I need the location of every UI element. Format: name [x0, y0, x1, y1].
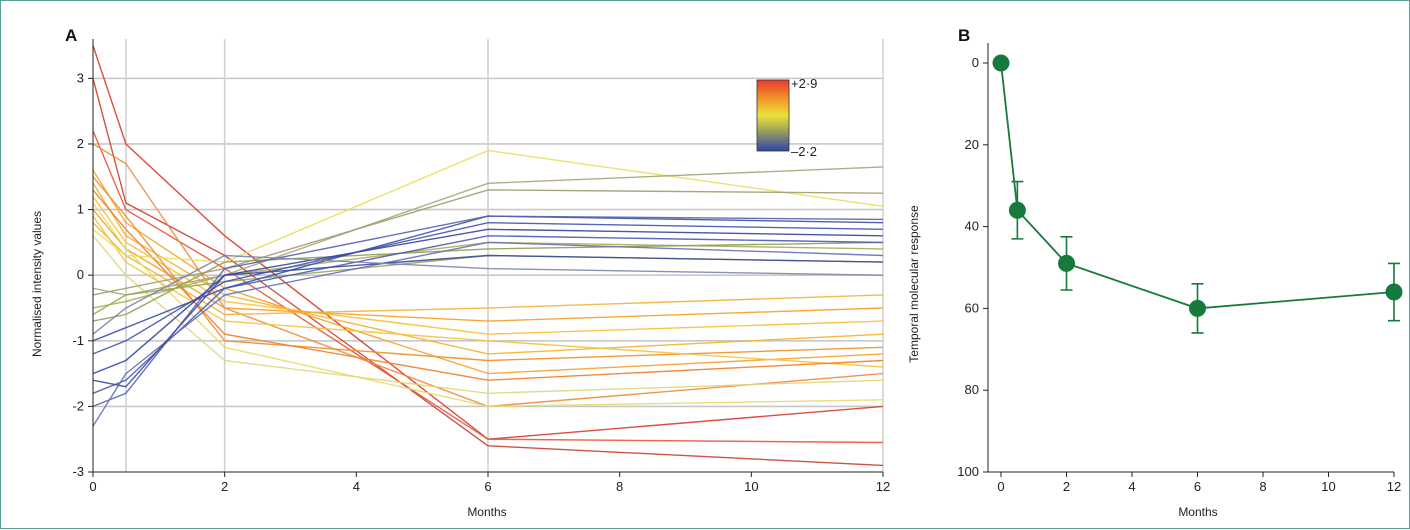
panel-a-series-line	[92, 202, 884, 408]
panel-a-series-line	[92, 254, 884, 388]
panel-a-x-tick-label: 8	[616, 479, 623, 494]
panel-a-y-tick-label: 2	[77, 136, 84, 151]
panel-b-y-tick-label: 40	[965, 219, 979, 234]
panel-b-data-point	[1058, 254, 1075, 272]
panel-b-x-tick-label: 0	[997, 479, 1004, 494]
panel-a-colorbar-max-label: +2·9	[791, 76, 817, 91]
panel-a-y-tick-label: -1	[72, 333, 84, 348]
panel-b-x-tick-label: 2	[1063, 479, 1070, 494]
panel-b-series-line	[1000, 62, 1395, 310]
panel-a-series-line	[92, 209, 884, 322]
panel-a-colorbar-min-label: –2·2	[791, 144, 817, 159]
panel-a-series-line	[92, 176, 884, 362]
panel-a-x-axis-label: Months	[467, 505, 506, 519]
panel-a-series-line	[92, 189, 884, 381]
panel-a-y-tick-label: 1	[77, 202, 84, 217]
panel-a-series-line	[92, 235, 884, 395]
panel-a-y-tick-label: 0	[77, 267, 84, 282]
panel-b-data-point	[992, 54, 1010, 72]
panel-a-series-line	[92, 215, 884, 408]
panel-a-y-tick-label: -2	[72, 398, 84, 413]
panel-a-x-tick-label: 2	[221, 479, 228, 494]
panel-a-letter: A	[65, 26, 77, 45]
panel-b-x-tick-label: 12	[1387, 479, 1401, 494]
panel-a-x-tick-label: 0	[89, 479, 96, 494]
panel-a-y-tick-label: 3	[77, 70, 84, 85]
panel-b-data-point	[1385, 283, 1403, 301]
panel-a-series-line	[92, 221, 884, 355]
panel-b-x-tick-label: 6	[1194, 479, 1201, 494]
panel-b-y-tick-label: 20	[965, 137, 979, 152]
panel-b-x-tick-label: 10	[1321, 479, 1335, 494]
panel-b-letter: B	[958, 26, 970, 45]
panel-b-y-tick-label: 100	[957, 464, 979, 479]
panel-a-series-line	[92, 45, 884, 440]
panel-b-y-tick-label: 60	[965, 300, 979, 315]
panel-a-colorbar	[756, 79, 790, 152]
panel-b-x-tick-label: 8	[1259, 479, 1266, 494]
panel-a-series-line	[92, 241, 884, 427]
panel-a-series-line	[92, 254, 884, 335]
panel-b-y-tick-label: 80	[965, 382, 979, 397]
panel-a-y-tick-label: -3	[72, 464, 84, 479]
panel-a-x-tick-label: 10	[744, 479, 758, 494]
panel-a-x-tick-label: 6	[484, 479, 491, 494]
panel-b-x-tick-label: 4	[1128, 479, 1135, 494]
panel-b-y-tick-label: 0	[972, 55, 979, 70]
panel-b-x-axis-label: Months	[1178, 505, 1217, 519]
panel-b-data-point	[1189, 299, 1206, 317]
panel-a-series-line	[92, 196, 884, 335]
panel-a-x-tick-label: 12	[876, 479, 890, 494]
panel-b-data-point	[1008, 201, 1026, 219]
panel-b-y-axis-label: Temporal molecular response	[907, 205, 921, 363]
panel-a-x-tick-label: 4	[353, 479, 360, 494]
panel-a-series-line	[92, 222, 884, 316]
panel-a-y-axis-label: Normalised intensity values	[30, 211, 44, 357]
